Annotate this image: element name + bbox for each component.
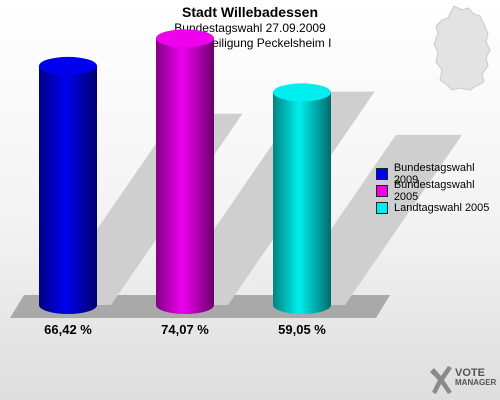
- legend-swatch: [376, 202, 388, 214]
- vote-manager-logo: VOTE MANAGER: [455, 368, 496, 388]
- chart-subtitle-election: Bundestagswahl 27.09.2009: [174, 21, 326, 35]
- bar: [273, 83, 331, 314]
- legend: Bundestagswahl 2009 Bundestagswahl 2005 …: [376, 162, 500, 217]
- vote-manager-logo-icon: [430, 366, 452, 394]
- value-label: 59,05 %: [278, 322, 326, 337]
- chart-title: Stadt Willebadessen: [181, 4, 319, 20]
- value-label: 66,42 %: [44, 322, 92, 337]
- legend-label: Bundestagswahl 2005: [393, 179, 475, 203]
- germany-map-icon: [433, 5, 491, 91]
- bar-body: [156, 38, 214, 315]
- bar-top: [273, 83, 331, 102]
- legend-swatch: [376, 185, 388, 197]
- bar-body: [273, 92, 331, 314]
- logo-word-vote: VOTE: [455, 367, 485, 379]
- logo-word-manager: MANAGER: [455, 378, 497, 387]
- legend-item-bundestagswahl-2009: Bundestagswahl 2009: [376, 162, 500, 186]
- value-labels: 66,42 % 74,07 % 59,05 %: [44, 322, 326, 337]
- legend-label: Landtagswahl 2005: [394, 202, 490, 214]
- legend-item-bundestagswahl-2005: Bundestagswahl 2005: [376, 179, 500, 203]
- bar-series: [39, 29, 331, 315]
- value-label: 74,07 %: [161, 322, 209, 337]
- legend-item-landtagswahl-2005: Landtagswahl 2005: [376, 200, 500, 216]
- bar-top: [39, 56, 97, 75]
- legend-swatch: [376, 168, 388, 180]
- bar-body: [39, 65, 97, 314]
- bar-top: [156, 29, 214, 48]
- legend-label: Bundestagswahl 2009: [393, 162, 475, 186]
- bar: [156, 29, 214, 315]
- bar: [39, 56, 97, 314]
